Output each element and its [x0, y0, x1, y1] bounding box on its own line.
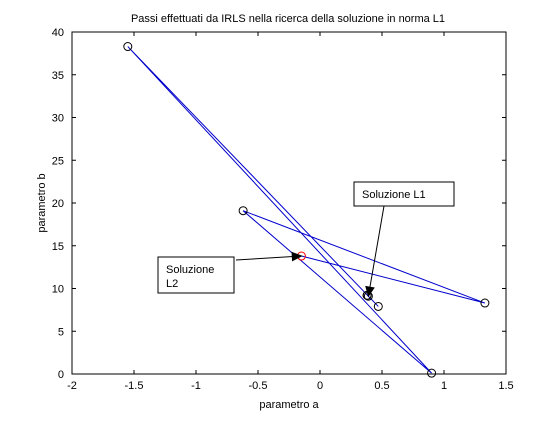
annotation-arrow-line — [235, 255, 302, 261]
x-axis-title: parametro a — [259, 399, 319, 411]
annotation-text: L2 — [166, 278, 178, 290]
x-tick-label: 1.5 — [498, 380, 513, 392]
data-point-marker — [373, 301, 383, 311]
data-point-marker — [123, 42, 133, 52]
annotation-arrow-line — [367, 205, 385, 297]
y-tick-label: 10 — [52, 284, 64, 296]
annotation-box — [353, 181, 455, 207]
x-tick-label: -2 — [67, 380, 77, 392]
x-tick-label: 0 — [317, 380, 323, 392]
y-tick-label: 5 — [58, 326, 64, 338]
annotation-box — [157, 256, 235, 294]
annotation-arrow-head — [365, 285, 375, 298]
series-layer — [123, 42, 490, 378]
annotation-layer: Soluzione L1 Soluzione L2 — [157, 181, 455, 298]
chart-title: Passi effettuati da IRLS nella ricerca d… — [131, 13, 445, 25]
x-tick-label: -1 — [191, 380, 201, 392]
y-tick-label: 0 — [58, 369, 64, 381]
data-point-marker — [480, 298, 490, 308]
data-point-marker — [427, 368, 437, 378]
y-axis-title: parametro b — [36, 173, 48, 232]
annotation-arrow-head — [291, 251, 303, 262]
x-tick-label: -0.5 — [249, 380, 268, 392]
y-tick-label: 35 — [52, 70, 64, 82]
y-tick-label: 40 — [52, 27, 64, 39]
annotation-text: Soluzione L1 — [362, 189, 426, 201]
y-axis-ticks: 0 5 10 15 20 25 30 35 40 — [52, 27, 506, 381]
y-tick-label: 30 — [52, 113, 64, 125]
annotation-text: Soluzione — [166, 264, 214, 276]
y-tick-label: 25 — [52, 155, 64, 167]
x-tick-label: 1 — [441, 380, 447, 392]
y-tick-label: 15 — [52, 241, 64, 253]
x-tick-label: -1.5 — [125, 380, 144, 392]
x-tick-label: 0.5 — [374, 380, 389, 392]
y-tick-label: 20 — [52, 198, 64, 210]
data-point-marker — [238, 206, 248, 216]
x-axis-ticks: -2 -1.5 -1 -0.5 0 0.5 1 1.5 — [67, 32, 514, 392]
